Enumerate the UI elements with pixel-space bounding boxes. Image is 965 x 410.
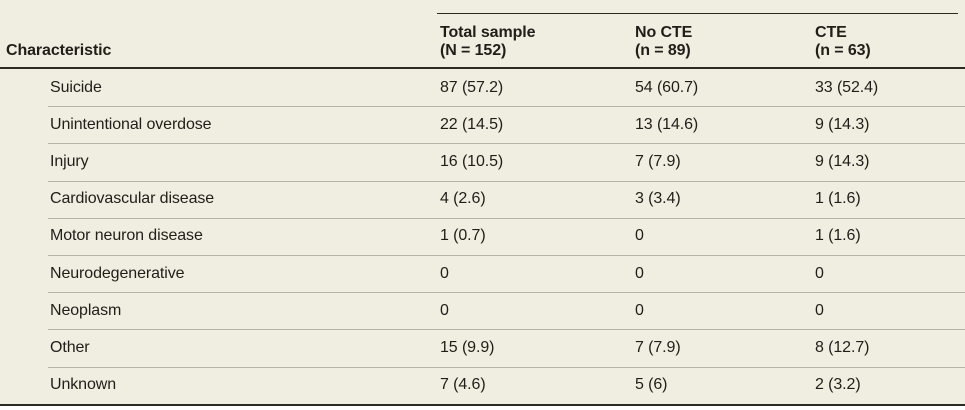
cell-total-sample: 16 (10.5) bbox=[440, 152, 504, 170]
cell-cte: 1 (1.6) bbox=[815, 227, 861, 245]
column-header-no-cte: No CTE (n = 89) bbox=[635, 24, 815, 60]
cell-cte: 9 (14.3) bbox=[815, 152, 870, 170]
cell-no-cte: 5 (6) bbox=[635, 376, 668, 394]
table-row: Motor neuron disease 1 (0.7) 0 1 (1.6) bbox=[0, 217, 965, 255]
table-row: Cardiovascular disease 4 (2.6) 3 (3.4) 1… bbox=[0, 180, 965, 218]
row-label: Other bbox=[50, 338, 90, 356]
row-label: Unintentional overdose bbox=[50, 115, 212, 133]
cell-no-cte: 0 bbox=[635, 301, 644, 319]
cell-total-sample: 0 bbox=[440, 301, 449, 319]
cell-cte: 9 (14.3) bbox=[815, 115, 870, 133]
row-label: Neurodegenerative bbox=[50, 264, 185, 282]
column-title: Total sample bbox=[440, 24, 536, 41]
column-title: No CTE bbox=[635, 24, 693, 41]
cell-cte: 8 (12.7) bbox=[815, 338, 870, 356]
cell-no-cte: 13 (14.6) bbox=[635, 115, 699, 133]
cell-cte: 0 bbox=[815, 301, 824, 319]
row-label: Suicide bbox=[50, 78, 102, 96]
row-label: Motor neuron disease bbox=[50, 227, 203, 245]
table-row: Neoplasm 0 0 0 bbox=[0, 292, 965, 329]
table-header-row: Characteristic Total sample (N = 152) No… bbox=[0, 0, 965, 69]
column-spanner-rule bbox=[437, 13, 958, 14]
table-row: Injury 16 (10.5) 7 (7.9) 9 (14.3) bbox=[0, 143, 965, 180]
row-label: Unknown bbox=[50, 376, 117, 394]
cell-total-sample: 4 (2.6) bbox=[440, 190, 486, 208]
cell-total-sample: 1 (0.7) bbox=[440, 227, 486, 245]
table-row: Unknown 7 (4.6) 5 (6) 2 (3.2) bbox=[0, 366, 965, 404]
cell-cte: 2 (3.2) bbox=[815, 376, 861, 394]
cell-total-sample: 22 (14.5) bbox=[440, 115, 504, 133]
cell-cte: 1 (1.6) bbox=[815, 190, 861, 208]
cell-cte: 33 (52.4) bbox=[815, 78, 879, 96]
column-title: CTE bbox=[815, 24, 847, 41]
cell-no-cte: 3 (3.4) bbox=[635, 190, 681, 208]
table-row: Unintentional overdose 22 (14.5) 13 (14.… bbox=[0, 106, 965, 143]
column-subtitle: (n = 63) bbox=[815, 42, 871, 59]
column-subtitle: (N = 152) bbox=[440, 42, 507, 59]
cell-total-sample: 15 (9.9) bbox=[440, 338, 495, 356]
cell-no-cte: 7 (7.9) bbox=[635, 152, 681, 170]
cell-cte: 0 bbox=[815, 264, 824, 282]
column-header-characteristic: Characteristic bbox=[0, 42, 440, 60]
cell-total-sample: 87 (57.2) bbox=[440, 78, 504, 96]
cell-total-sample: 0 bbox=[440, 264, 449, 282]
table-body: Suicide 87 (57.2) 54 (60.7) 33 (52.4) Un… bbox=[0, 69, 965, 406]
row-label: Cardiovascular disease bbox=[50, 190, 215, 208]
column-subtitle: (n = 89) bbox=[635, 42, 691, 59]
cell-total-sample: 7 (4.6) bbox=[440, 376, 486, 394]
table-row: Suicide 87 (57.2) 54 (60.7) 33 (52.4) bbox=[0, 69, 965, 106]
cell-no-cte: 54 (60.7) bbox=[635, 78, 699, 96]
column-header-cte: CTE (n = 63) bbox=[815, 24, 965, 60]
row-label: Neoplasm bbox=[50, 301, 122, 319]
cell-no-cte: 7 (7.9) bbox=[635, 338, 681, 356]
cell-no-cte: 0 bbox=[635, 264, 644, 282]
cell-no-cte: 0 bbox=[635, 227, 644, 245]
table-row: Neurodegenerative 0 0 0 bbox=[0, 254, 965, 292]
column-header-total-sample: Total sample (N = 152) bbox=[440, 24, 635, 60]
row-label: Injury bbox=[50, 152, 89, 170]
column-header-label: Characteristic bbox=[6, 42, 112, 59]
table-row: Other 15 (9.9) 7 (7.9) 8 (12.7) bbox=[0, 329, 965, 366]
